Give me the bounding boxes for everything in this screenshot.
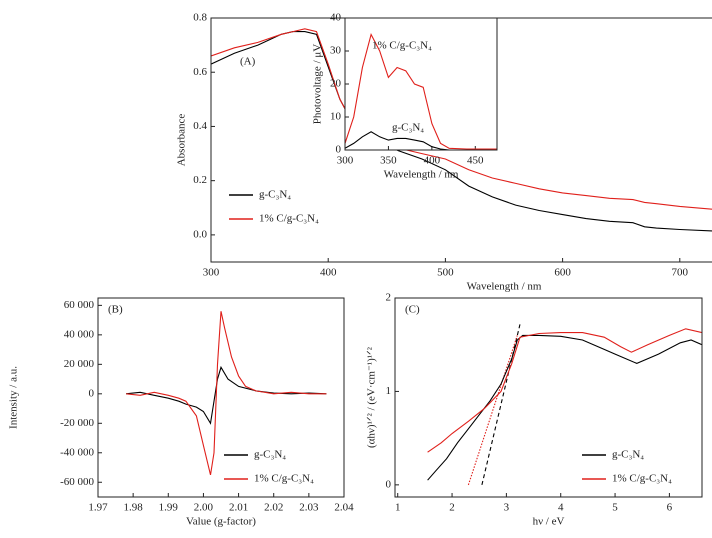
y-tick-label: 60 000 xyxy=(64,299,95,311)
panel: 1.97 1.98 1.99 2.00 2.01 2.02 2.03 2.04 60 000 40… xyxy=(8,297,354,528)
x-tick-label: 700 xyxy=(672,267,689,279)
x-tick-label: 300 xyxy=(337,155,354,167)
annotation: 1% C/g-C₃N₄ xyxy=(372,40,432,52)
series-line xyxy=(211,31,712,232)
panel: 3004005006007008000.00.20.40.60.8Wavelen… xyxy=(176,12,712,293)
x-tick-label: 1.99 xyxy=(159,502,179,514)
x-tick-label: 2.03 xyxy=(299,502,319,514)
series-line xyxy=(211,28,712,210)
x-tick-label: 1.97 xyxy=(88,502,108,514)
y-tick-label: 0.8 xyxy=(193,12,207,24)
x-tick-label: 2 xyxy=(449,502,455,514)
x-tick-label: 2.00 xyxy=(194,502,214,514)
y-tick-label: -60 000 xyxy=(60,476,94,488)
x-tick-label: 2.01 xyxy=(229,502,248,514)
x-axis-label: Wavelength / nm xyxy=(384,169,459,181)
series-line xyxy=(427,328,702,453)
series-line xyxy=(126,311,327,476)
y-tick-label: 0.6 xyxy=(193,66,207,78)
annotation: (B) xyxy=(108,304,123,316)
y-tick-label: -40 000 xyxy=(60,446,94,458)
x-tick-label: 3 xyxy=(504,502,510,514)
axes-frame xyxy=(97,297,345,498)
y-tick-label: 40 xyxy=(330,12,342,24)
inset-background xyxy=(345,18,497,150)
legend-label: g-C₃N₄ xyxy=(254,449,286,461)
y-tick-label: 20 xyxy=(330,78,342,90)
legend-label: 1% C/g-C₃N₄ xyxy=(254,473,314,485)
y-axis-label: Intensity / a.u. xyxy=(8,366,20,429)
axes-frame xyxy=(210,17,712,263)
x-tick-label: 400 xyxy=(320,267,337,279)
y-tick-label: 40 000 xyxy=(64,328,95,340)
x-tick-label: 1.98 xyxy=(124,502,144,514)
x-tick-label: 400 xyxy=(424,155,441,167)
plot-area xyxy=(211,28,712,232)
y-tick-label: 0.2 xyxy=(193,174,207,186)
y-tick-label: 20 000 xyxy=(64,358,95,370)
x-tick-label: 2.04 xyxy=(334,502,354,514)
y-axis-label: (αhν)¹ᐟ² / (eV·cm⁻¹)¹ᐟ² xyxy=(366,346,378,448)
annotation: g-C₃N₄ xyxy=(392,122,424,134)
x-axis-label: Value (g-factor) xyxy=(186,516,256,528)
annotation: (C) xyxy=(405,304,420,316)
y-tick-label: 30 xyxy=(330,45,342,57)
legend-label: g-C₃N₄ xyxy=(612,449,644,461)
x-axis-label: hν / eV xyxy=(533,516,565,528)
plot-area xyxy=(427,324,702,486)
x-tick-label: 1 xyxy=(395,502,401,514)
y-tick-label: 2 xyxy=(386,292,392,304)
x-axis-label: Wavelength / nm xyxy=(467,281,542,293)
panel: 300 350 400 450 0 10 20 30 40 Wavelength / nm Phot… xyxy=(312,12,498,181)
y-tick-label: 0.4 xyxy=(193,120,207,132)
x-tick-label: 5 xyxy=(612,502,618,514)
y-tick-label: 0 xyxy=(386,478,392,490)
y-tick-label: 0.0 xyxy=(193,228,207,240)
x-tick-label: 450 xyxy=(467,155,484,167)
x-tick-label: 300 xyxy=(203,267,220,279)
series-line xyxy=(345,32,497,150)
x-tick-label: 4 xyxy=(558,502,564,514)
legend-label: 1% C/g-C₃N₄ xyxy=(612,473,672,485)
y-axis-label: Absorbance xyxy=(176,114,188,167)
x-tick-label: 600 xyxy=(554,267,571,279)
y-tick-label: 10 xyxy=(330,111,342,123)
tangent-line xyxy=(467,335,518,486)
x-tick-label: 350 xyxy=(380,155,397,167)
y-axis-label: Photovoltage / μV xyxy=(312,44,324,125)
legend-label: g-C₃N₄ xyxy=(259,189,291,201)
axes-frame xyxy=(394,297,703,498)
y-tick-label: -20 000 xyxy=(60,417,94,429)
x-tick-label: 500 xyxy=(437,267,454,279)
axes-frame xyxy=(344,17,498,151)
legend-label: 1% C/g-C₃N₄ xyxy=(259,213,319,225)
series-line xyxy=(427,334,702,481)
x-tick-label: 6 xyxy=(667,502,673,514)
annotation: (A) xyxy=(240,56,256,68)
y-tick-label: 0 xyxy=(336,144,342,156)
x-tick-label: 2.02 xyxy=(264,502,283,514)
y-tick-label: 0 xyxy=(89,387,95,399)
y-tick-label: 1 xyxy=(386,385,392,397)
plot-area xyxy=(126,311,327,476)
series-line xyxy=(126,365,327,425)
